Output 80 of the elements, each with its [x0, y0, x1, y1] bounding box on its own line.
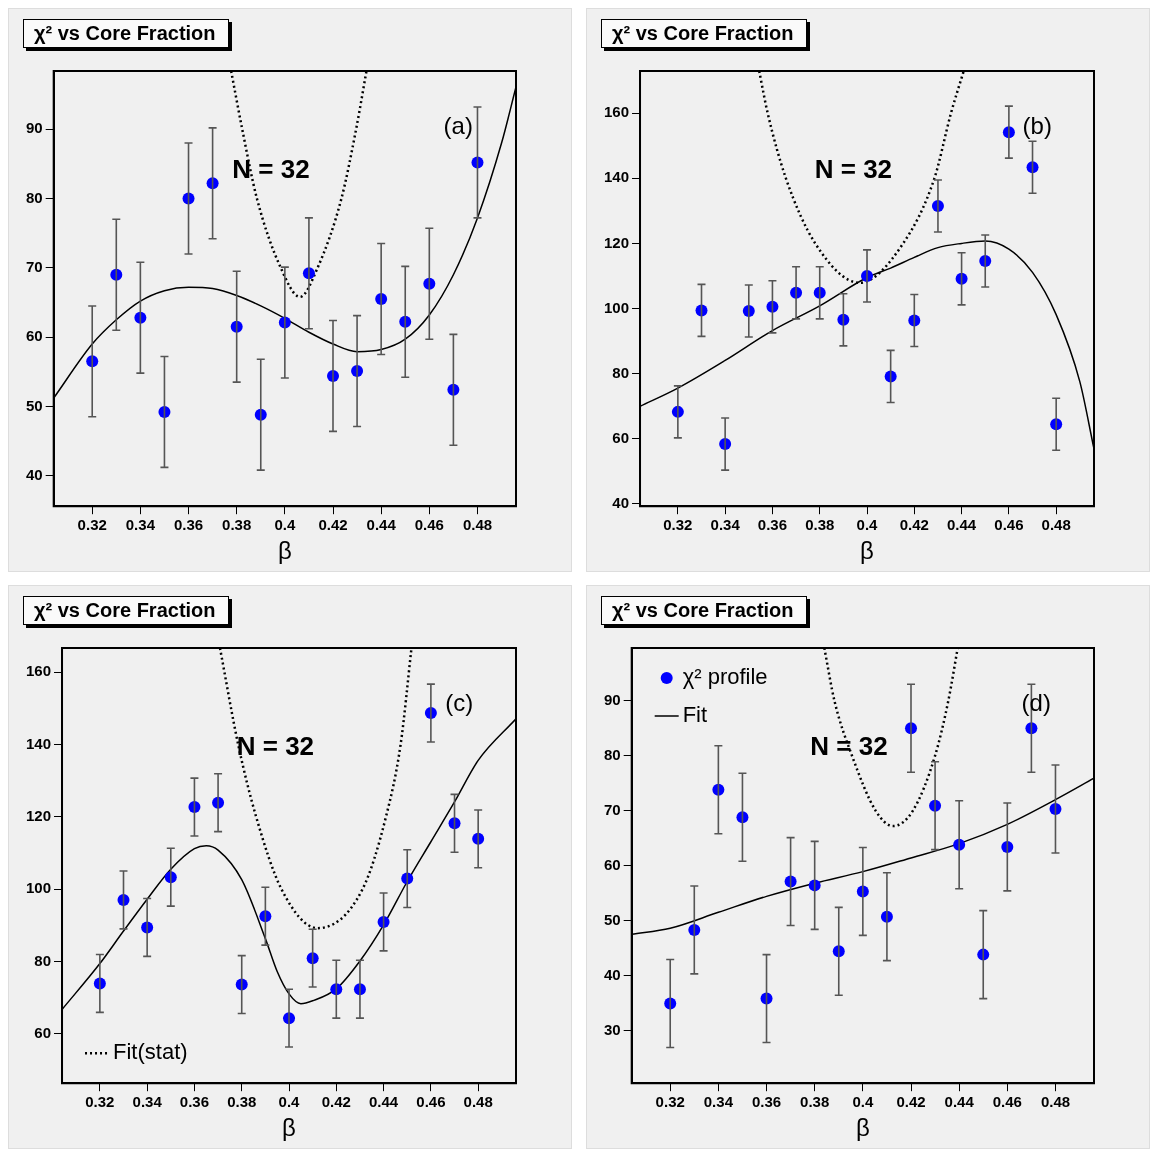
y-tick-label: 90	[604, 690, 621, 708]
y-tick-label: 40	[604, 965, 621, 983]
annotation: N = 32	[236, 731, 315, 762]
x-tick-label: 0.42	[899, 516, 929, 534]
y-tick-label: 40	[612, 493, 630, 511]
y-tick-label: 120	[26, 806, 52, 824]
x-tick-label: 0.4	[856, 516, 879, 534]
x-tick-label: 0.34	[125, 516, 156, 534]
annotation: N = 32	[232, 154, 310, 185]
x-tick-label: 0.38	[805, 516, 835, 534]
x-tick-label: 0.46	[416, 1093, 446, 1111]
x-tick-label: 0.44	[946, 516, 977, 534]
y-tick-label: 80	[604, 745, 621, 763]
x-tick-label: 0.32	[77, 516, 107, 534]
y-tick-label: 80	[612, 363, 630, 381]
x-axis-title: β	[277, 537, 292, 565]
y-tick-label: 140	[26, 734, 52, 752]
x-tick-label: 0.34	[703, 1093, 734, 1111]
x-tick-label: 0.48	[463, 1093, 493, 1111]
x-tick-label: 0.46	[994, 516, 1024, 534]
x-tick-label: 0.4	[852, 1093, 874, 1111]
y-tick-label: 30	[604, 1020, 621, 1038]
x-tick-label: 0.4	[274, 516, 296, 534]
y-tick-label: 60	[26, 327, 43, 345]
x-tick-label: 0.34	[132, 1093, 163, 1111]
x-tick-label: 0.44	[944, 1093, 975, 1111]
y-tick-label: 160	[26, 662, 52, 680]
legend-label: Fit	[682, 702, 708, 728]
y-tick-label: 70	[604, 800, 621, 818]
x-tick-label: 0.42	[896, 1093, 926, 1111]
x-tick-label: 0.36	[751, 1093, 782, 1111]
y-tick-label: 60	[612, 428, 630, 446]
annotation: (c)	[445, 689, 474, 717]
x-tick-label: 0.32	[85, 1093, 115, 1111]
x-axis-title: β	[855, 1114, 870, 1142]
x-tick-label: 0.48	[462, 516, 493, 534]
x-tick-label: 0.34	[710, 516, 741, 534]
x-tick-label: 0.36	[179, 1093, 210, 1111]
x-tick-label: 0.36	[173, 516, 204, 534]
x-tick-label: 0.38	[222, 516, 252, 534]
y-tick-label: 60	[604, 855, 621, 873]
chart-title: χ² vs Core Fraction	[601, 596, 807, 625]
annotation: (a)	[443, 112, 473, 140]
y-tick-label: 100	[604, 298, 630, 316]
y-tick-label: 80	[26, 188, 43, 206]
chart-title: χ² vs Core Fraction	[601, 19, 807, 48]
x-tick-label: 0.42	[321, 1093, 351, 1111]
y-tick-label: 50	[26, 396, 43, 414]
annotation: (b)	[1022, 112, 1052, 140]
y-tick-label: 160	[604, 103, 630, 121]
x-tick-label: 0.38	[800, 1093, 830, 1111]
annotation: N = 32	[814, 154, 893, 185]
x-tick-label: 0.44	[368, 1093, 399, 1111]
x-axis-title: β	[860, 537, 874, 565]
y-tick-label: 100	[26, 879, 52, 897]
y-tick-label: 40	[26, 465, 43, 483]
chart-title: χ² vs Core Fraction	[23, 19, 229, 48]
y-tick-label: 120	[604, 233, 630, 251]
x-tick-label: 0.36	[757, 516, 788, 534]
legend-label: Fit(stat)	[113, 1039, 188, 1065]
y-tick-label: 140	[604, 168, 630, 186]
y-tick-label: 50	[604, 910, 621, 928]
y-tick-label: 90	[26, 119, 43, 137]
x-tick-label: 0.46	[992, 1093, 1022, 1111]
x-tick-label: 0.48	[1040, 1093, 1071, 1111]
x-tick-label: 0.48	[1041, 516, 1071, 534]
x-axis-title: β	[282, 1114, 296, 1142]
chart-title: χ² vs Core Fraction	[23, 596, 229, 625]
legend-label: χ² profile	[682, 664, 768, 690]
y-tick-label: 60	[34, 1023, 52, 1041]
annotation: N = 32	[810, 731, 888, 762]
x-tick-label: 0.32	[655, 1093, 685, 1111]
y-tick-label: 80	[34, 951, 52, 969]
x-tick-label: 0.46	[414, 516, 444, 534]
y-tick-label: 70	[26, 257, 43, 275]
x-tick-label: 0.38	[227, 1093, 257, 1111]
x-tick-label: 0.4	[278, 1093, 301, 1111]
x-tick-label: 0.32	[663, 516, 693, 534]
x-tick-label: 0.44	[366, 516, 397, 534]
x-tick-label: 0.42	[318, 516, 348, 534]
